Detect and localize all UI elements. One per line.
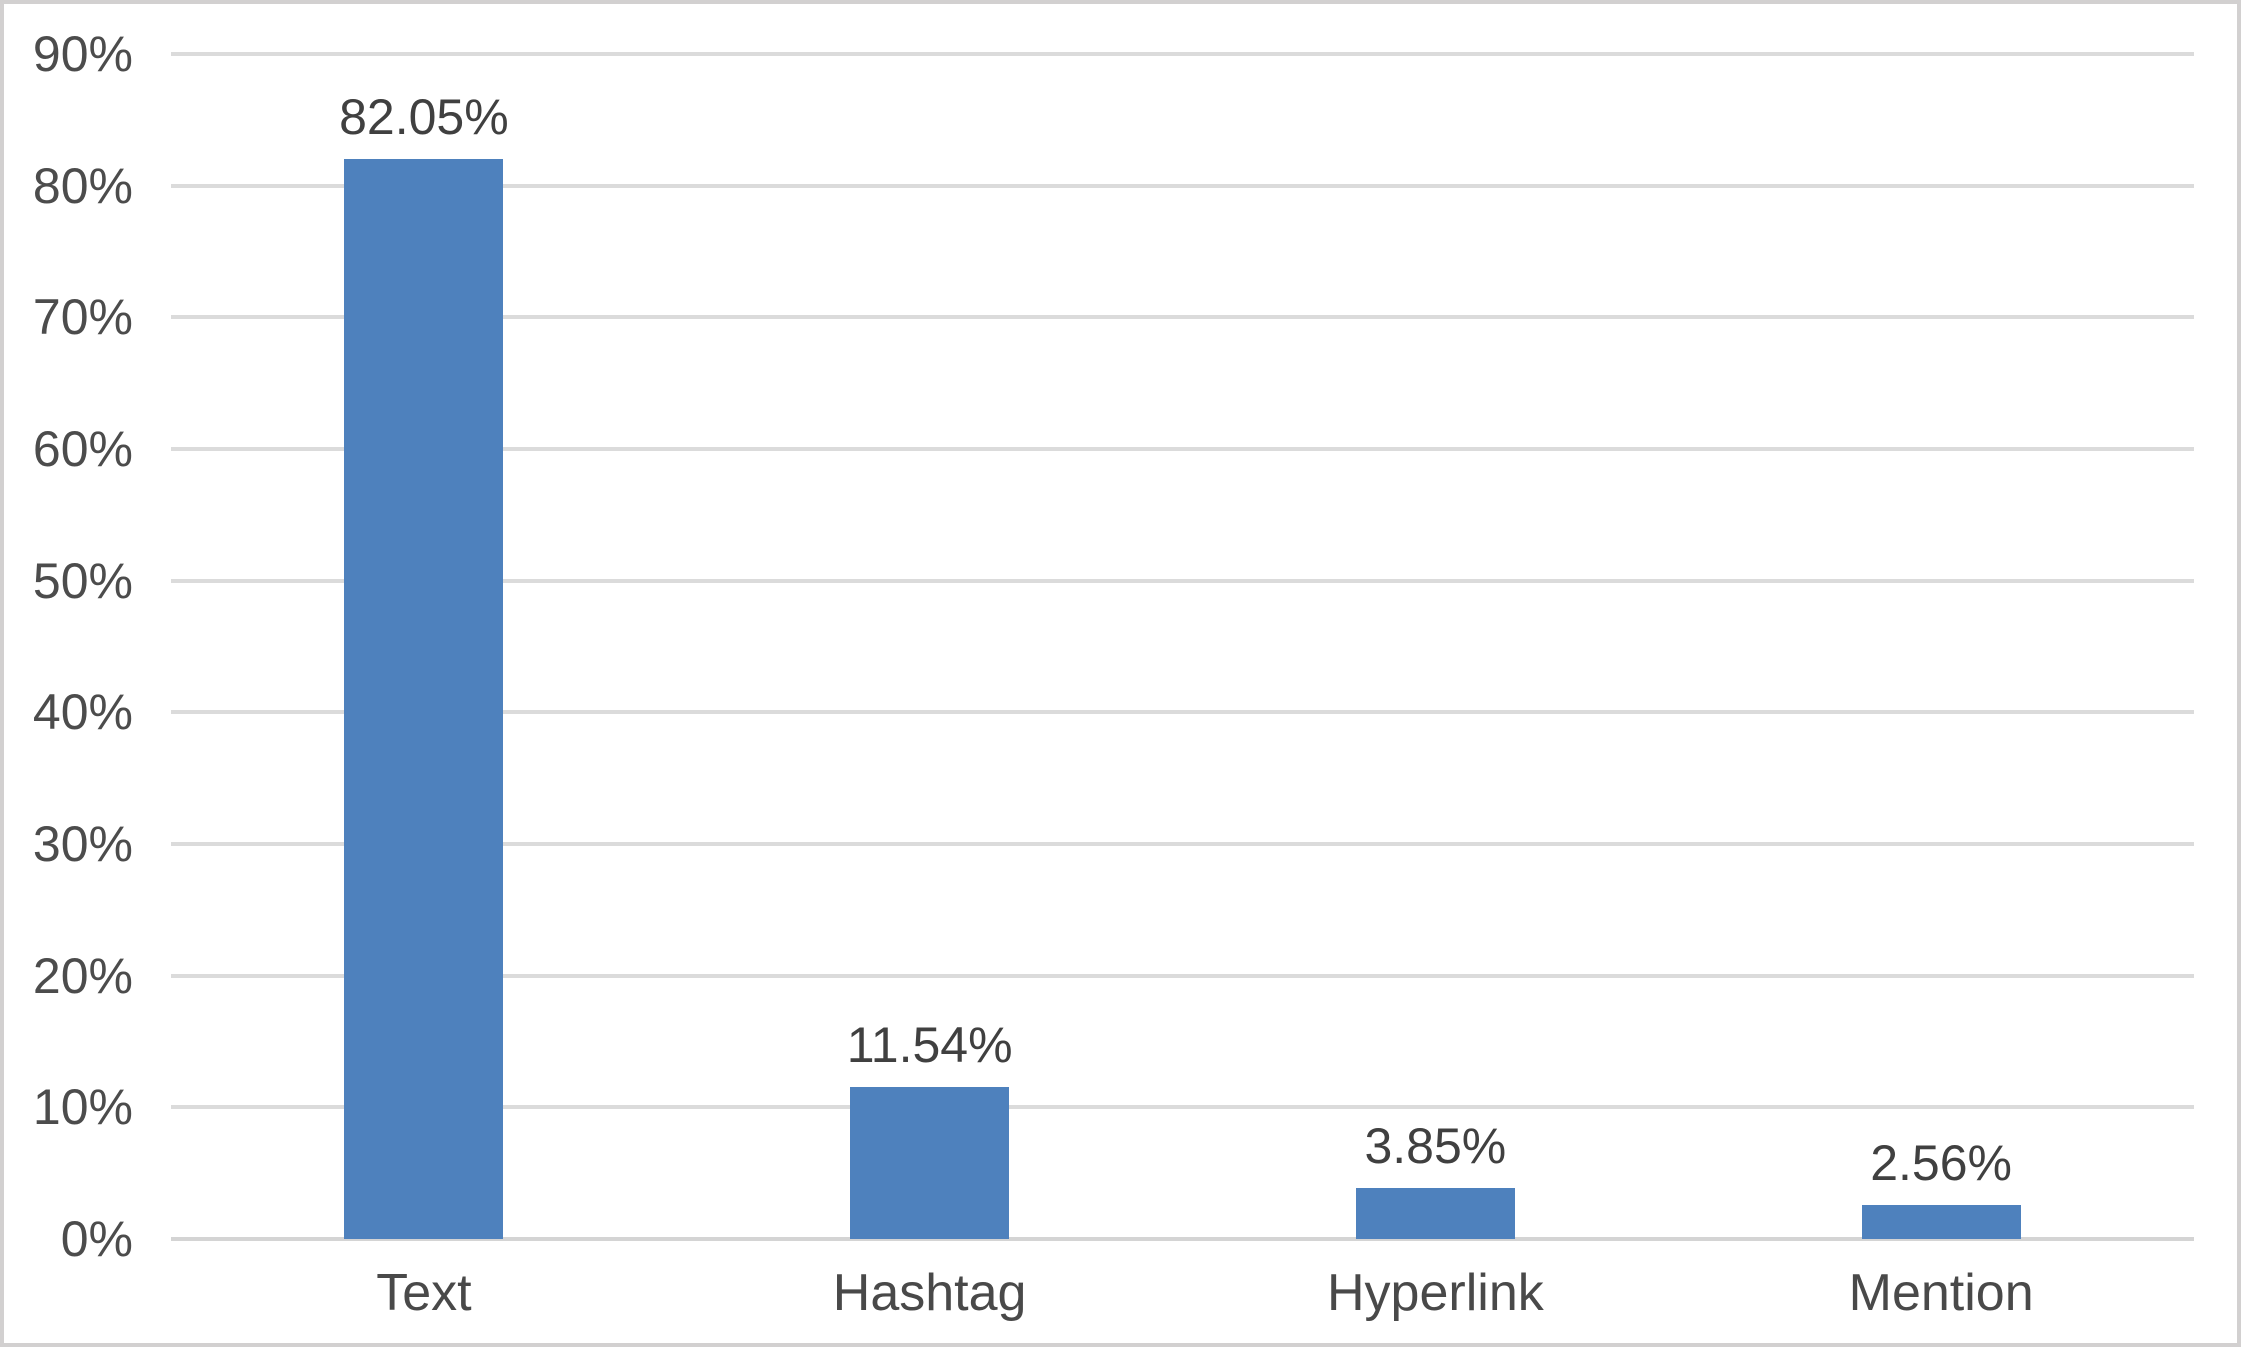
gridline — [171, 315, 2194, 320]
gridline — [171, 447, 2194, 451]
bar-value-label: 2.56% — [1870, 1135, 2013, 1192]
y-tick-label: 20% — [32, 947, 133, 1004]
gridline — [171, 842, 2194, 846]
bar-text — [344, 158, 504, 1239]
x-axis-line — [171, 1237, 2194, 1241]
x-category-label-mention: Mention — [1848, 1264, 2034, 1322]
x-category-label-hyperlink: Hyperlink — [1327, 1264, 1544, 1322]
bar-value-label: 11.54% — [846, 1017, 1013, 1074]
bar-hashtag — [850, 1087, 1010, 1239]
y-tick-label: 90% — [32, 26, 133, 82]
x-category-label-hashtag: Hashtag — [832, 1264, 1027, 1322]
gridline — [171, 183, 2194, 188]
y-tick-label: 50% — [32, 552, 133, 609]
x-category-label-text: Text — [376, 1264, 472, 1322]
gridline — [171, 52, 2194, 56]
plot-area: 82.05% 11.54% 3.85% 2.56% — [171, 52, 2194, 1241]
y-tick-label: 30% — [32, 816, 133, 872]
gridline — [171, 1105, 2194, 1110]
y-tick-label: 60% — [32, 421, 133, 477]
y-tick-label: 0% — [60, 1211, 133, 1267]
gridline — [171, 578, 2194, 583]
bar-mention — [1861, 1205, 2021, 1239]
gridline — [171, 973, 2194, 978]
y-tick-label: 70% — [32, 289, 133, 346]
gridline — [171, 710, 2194, 715]
y-tick-label: 40% — [32, 684, 133, 741]
y-tick-label: 80% — [32, 157, 133, 214]
bar-value-label: 82.05% — [339, 88, 509, 145]
bar-value-label: 3.85% — [1364, 1118, 1507, 1175]
bar-hyperlink — [1355, 1188, 1515, 1239]
y-tick-label: 10% — [32, 1079, 133, 1136]
